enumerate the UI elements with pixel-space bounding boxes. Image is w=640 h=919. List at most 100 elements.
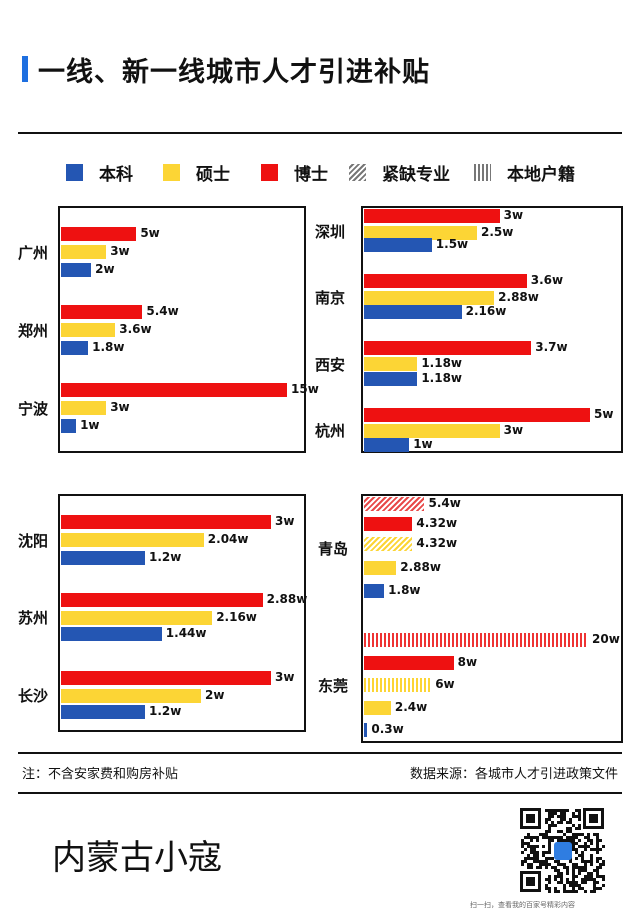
title-accent-bar xyxy=(22,56,28,82)
legend-item-master: 硕士 xyxy=(163,160,230,185)
top-divider xyxy=(18,132,622,134)
bottom-divider-2 xyxy=(18,792,622,794)
qr-code-graphic xyxy=(520,808,605,893)
bar-bachelor xyxy=(61,627,162,641)
bar-value-label: 1.5w xyxy=(435,237,469,251)
bar-phd xyxy=(364,408,590,422)
qr-code-icon xyxy=(520,808,606,894)
bar-bachelor xyxy=(364,372,418,386)
bar-bachelor xyxy=(364,238,432,252)
bar-value-label: 2.88w xyxy=(400,560,441,574)
bar-value-label: 3w xyxy=(503,423,524,437)
city-label: 深圳 xyxy=(315,222,346,241)
bar-value-label: 2w xyxy=(95,262,115,276)
bar-value-label: 1.2w xyxy=(149,704,182,718)
bar-phd xyxy=(364,209,500,223)
bar-master xyxy=(364,357,418,371)
bar-value-label: 3.6w xyxy=(119,322,152,336)
bar-value-label: 5.4w xyxy=(428,496,461,510)
bar-master xyxy=(364,226,477,240)
legend-item-scarce: 紧缺专业 xyxy=(349,160,450,185)
bar-value-label: 15w xyxy=(291,382,319,396)
footnote: 注：不含安家费和购房补贴 xyxy=(22,767,179,782)
bar-master xyxy=(61,611,213,625)
bar-value-label: 20w xyxy=(592,632,620,646)
bar-phd xyxy=(61,593,263,607)
qr-caption: 扫一扫，查看我的百家号精彩内容 xyxy=(470,901,575,909)
bar-value-label: 1.2w xyxy=(149,550,182,564)
bar-value-label: 3.6w xyxy=(530,273,564,287)
bar-master xyxy=(61,323,116,337)
city-label: 南京 xyxy=(315,288,346,307)
city-label: 苏州 xyxy=(18,609,49,627)
city-label: 郑州 xyxy=(18,322,49,340)
bar-value-label: 5w xyxy=(594,407,614,421)
bar-master xyxy=(364,424,500,438)
bar-master xyxy=(364,561,397,575)
bar-phd xyxy=(364,274,527,288)
city-label: 青岛 xyxy=(318,539,349,558)
bar-value-label: 2.5w xyxy=(481,225,514,239)
bar-value-label: 3.7w xyxy=(535,340,568,354)
bar-value-label: 4.32w xyxy=(416,536,458,550)
bar-value-label: 2.16w xyxy=(465,304,507,318)
bar-master xyxy=(61,533,204,547)
bar-bachelor xyxy=(364,723,368,737)
bottom-divider-1 xyxy=(18,752,622,754)
bar-master_scarce xyxy=(364,537,413,551)
city-label: 东莞 xyxy=(318,677,349,695)
bar-phd xyxy=(61,515,271,529)
bar-bachelor xyxy=(61,419,77,433)
legend-swatch-phd xyxy=(261,164,278,181)
legend-label-phd: 博士 xyxy=(294,165,328,185)
city-label: 宁波 xyxy=(18,400,49,418)
panel-bottom-right xyxy=(361,494,623,743)
bar-bachelor xyxy=(364,305,462,319)
legend-label-master: 硕士 xyxy=(196,165,230,185)
data-source: 数据来源：各城市人才引进政策文件 xyxy=(409,767,618,782)
bar-value-label: 1w xyxy=(80,418,100,432)
bar-value-label: 1.8w xyxy=(92,340,125,354)
bar-value-label: 1.8w xyxy=(388,583,421,597)
bar-value-label: 1.18w xyxy=(421,356,463,370)
bar-value-label: 3w xyxy=(110,244,130,258)
bar-value-label: 1.18w xyxy=(421,371,463,385)
bar-value-label: 0.3w xyxy=(371,722,404,736)
city-label: 西安 xyxy=(315,355,346,374)
bar-value-label: 4.32w xyxy=(416,516,458,530)
city-label: 杭州 xyxy=(315,422,346,440)
bar-master_local xyxy=(364,678,432,692)
city-label: 长沙 xyxy=(18,687,49,705)
bar-phd xyxy=(364,341,532,355)
bar-value-label: 6w xyxy=(435,677,455,691)
bar-phd xyxy=(61,671,271,685)
bar-value-label: 3w xyxy=(503,208,524,222)
bar-master xyxy=(61,401,107,415)
bar-phd xyxy=(61,305,143,319)
bar-phd xyxy=(364,656,454,670)
bar-value-label: 1.44w xyxy=(165,626,207,640)
bar-value-label: 2w xyxy=(205,688,225,702)
bar-master xyxy=(61,245,107,259)
bar-phd xyxy=(61,383,287,397)
bar-value-label: 1w xyxy=(413,437,433,451)
legend-item-phd: 博士 xyxy=(261,160,328,185)
legend-item-bachelor: 本科 xyxy=(66,160,133,185)
legend-swatch-master xyxy=(163,164,180,181)
bar-master xyxy=(364,701,391,715)
bar-phd xyxy=(364,517,413,531)
bar-phd_scarce xyxy=(364,497,425,511)
legend-swatch-scarce xyxy=(349,164,366,181)
brand-name: 内蒙古小寇 xyxy=(52,838,222,878)
legend-swatch-local xyxy=(474,164,491,181)
bar-phd_local xyxy=(364,633,588,647)
bar-value-label: 2.88w xyxy=(498,290,539,304)
bar-master xyxy=(61,689,201,703)
page-title: 一线、新一线城市人才引进补贴 xyxy=(38,57,430,88)
bar-bachelor xyxy=(61,263,92,277)
bar-value-label: 2.04w xyxy=(207,532,249,546)
bar-master xyxy=(364,291,495,305)
bar-value-label: 8w xyxy=(457,655,478,669)
bar-value-label: 3w xyxy=(110,400,130,414)
bar-value-label: 2.4w xyxy=(394,700,428,714)
